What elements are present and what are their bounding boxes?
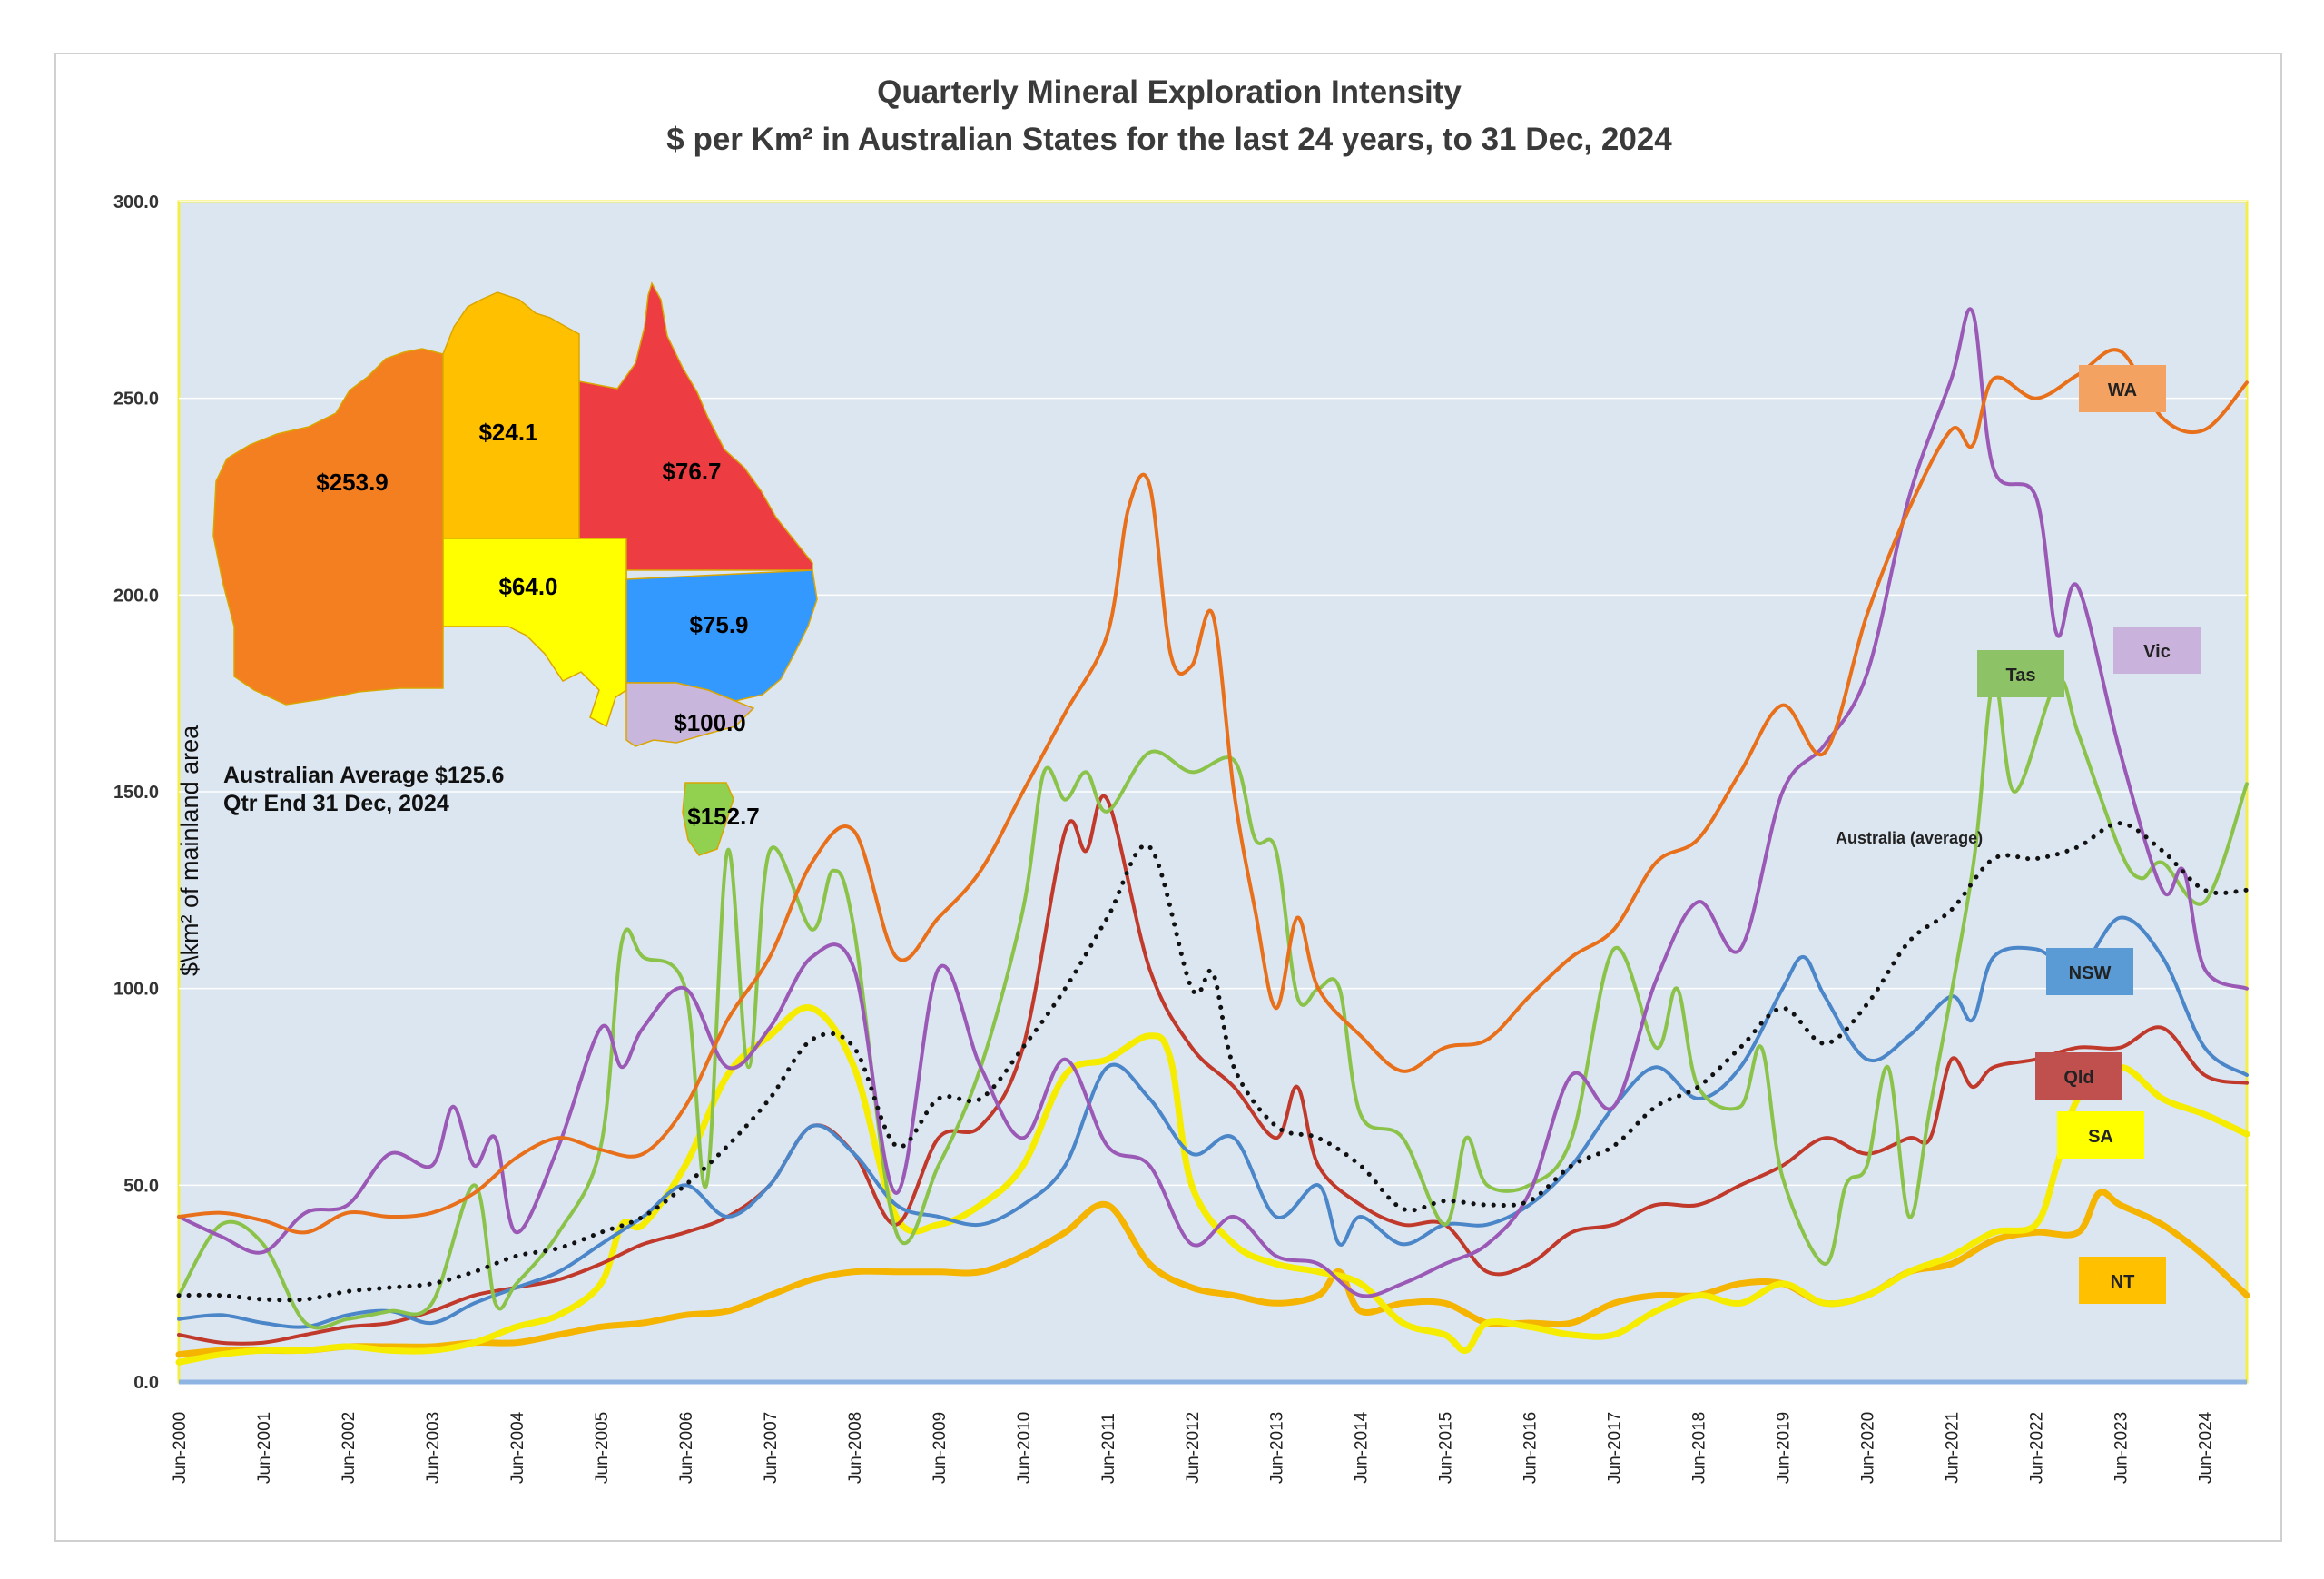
x-tick-label: Jun-2023 bbox=[2112, 1412, 2132, 1484]
series-tags: WA Vic Tas NSW Qld SA NT Australia (aver… bbox=[1836, 365, 2201, 1304]
x-tick-label: Jun-2003 bbox=[424, 1412, 443, 1484]
x-axis-ticks: Jun-2000 Jun-2001 Jun-2002 Jun-2003 Jun-2004… bbox=[171, 1411, 2216, 1484]
map-state-qld bbox=[578, 281, 813, 580]
series-lines bbox=[175, 307, 2250, 1366]
x-tick-label: Jun-2008 bbox=[846, 1412, 865, 1484]
y-tick-label: 300.0 bbox=[113, 192, 159, 212]
x-tick-label: Jun-2005 bbox=[593, 1412, 612, 1484]
x-tick-label: Jun-2018 bbox=[1690, 1412, 1709, 1484]
x-tick-label: Jun-2020 bbox=[1859, 1412, 1878, 1484]
tag-vic: Vic bbox=[2143, 642, 2171, 662]
tag-nsw: NSW bbox=[2069, 963, 2112, 983]
map-state-tas bbox=[682, 782, 734, 856]
tag-wa: WA bbox=[2108, 380, 2137, 400]
x-tick-label: Jun-2015 bbox=[1437, 1412, 1456, 1484]
tag-qld: Qld bbox=[2063, 1068, 2093, 1088]
tag-tas: Tas bbox=[2006, 666, 2036, 686]
y-axis-label: $\km² of mainland area bbox=[176, 725, 203, 976]
x-tick-label: Jun-2014 bbox=[1353, 1411, 1372, 1484]
map-value-sa: $64.0 bbox=[498, 573, 557, 600]
map-state-vic bbox=[625, 682, 755, 747]
x-tick-label: Jun-2006 bbox=[677, 1412, 696, 1484]
map-value-tas: $152.7 bbox=[687, 803, 760, 830]
x-tick-label: Jun-2002 bbox=[340, 1412, 359, 1484]
x-tick-label: Jun-2001 bbox=[255, 1412, 274, 1484]
x-tick-label: Jun-2004 bbox=[508, 1411, 527, 1484]
tag-nsw-box bbox=[2046, 948, 2133, 995]
x-tick-label: Jun-2011 bbox=[1099, 1413, 1118, 1484]
x-tick-label: Jun-2024 bbox=[2197, 1411, 2216, 1484]
y-axis-ticks: 0.0 50.0 100.0 150.0 200.0 250.0 300.0 bbox=[113, 192, 159, 1393]
tag-wa-box bbox=[2079, 365, 2166, 412]
series-line-nsw bbox=[177, 915, 2249, 1329]
tag-qld-box bbox=[2035, 1052, 2122, 1100]
y-tick-label: 100.0 bbox=[113, 980, 159, 1000]
x-tick-label: Jun-2010 bbox=[1015, 1412, 1034, 1484]
series-line-vic bbox=[177, 307, 2249, 1298]
chart-title: Quarterly Mineral Exploration Intensity bbox=[877, 74, 1462, 110]
tag-nt: NT bbox=[2111, 1272, 2135, 1292]
x-tick-label: Jun-2007 bbox=[762, 1412, 781, 1484]
tag-sa-box bbox=[2057, 1111, 2144, 1159]
y-tick-label: 250.0 bbox=[113, 390, 159, 410]
map-value-nsw: $75.9 bbox=[689, 611, 748, 638]
tag-vic-box bbox=[2113, 627, 2201, 674]
map-state-wa bbox=[212, 348, 444, 706]
tag-tas-box bbox=[1977, 650, 2064, 697]
x-tick-label: Jun-2016 bbox=[1521, 1412, 1541, 1484]
x-tick-label: Jun-2013 bbox=[1268, 1412, 1287, 1484]
x-tick-label: Jun-2021 bbox=[1944, 1412, 1963, 1484]
x-tick-label: Jun-2022 bbox=[2028, 1412, 2047, 1484]
x-tick-label: Jun-2012 bbox=[1184, 1412, 1203, 1484]
x-tick-label: Jun-2009 bbox=[931, 1412, 950, 1484]
inset-map: $253.9 $24.1 $76.7 $64.0 $75.9 $100.0 $1… bbox=[212, 281, 818, 856]
x-tick-label: Jun-2017 bbox=[1606, 1412, 1625, 1484]
tag-sa: SA bbox=[2088, 1127, 2113, 1147]
series-line-wa bbox=[177, 348, 2249, 1235]
y-tick-label: 150.0 bbox=[113, 783, 159, 803]
map-value-qld: $76.7 bbox=[662, 458, 721, 485]
quarter-end-note: Qtr End 31 Dec, 2024 bbox=[223, 791, 449, 816]
x-tick-label: Jun-2000 bbox=[171, 1412, 190, 1484]
map-state-nt bbox=[442, 291, 580, 539]
average-line-label: Australia (average) bbox=[1836, 829, 1983, 847]
chart-frame bbox=[54, 53, 2282, 1542]
australian-average-note: Australian Average $125.6 bbox=[223, 763, 504, 788]
series-line-tas bbox=[177, 677, 2249, 1330]
chart-subtitle: $ per Km² in Australian States for the l… bbox=[666, 122, 1672, 157]
map-value-nt: $24.1 bbox=[478, 419, 537, 446]
map-value-vic: $100.0 bbox=[674, 709, 746, 736]
map-state-sa bbox=[442, 538, 627, 728]
tag-nt-box bbox=[2079, 1257, 2166, 1304]
x-tick-label: Jun-2019 bbox=[1775, 1412, 1794, 1484]
y-tick-label: 200.0 bbox=[113, 586, 159, 606]
map-value-wa: $253.9 bbox=[316, 469, 389, 496]
y-tick-label: 50.0 bbox=[123, 1176, 159, 1196]
y-tick-label: 0.0 bbox=[133, 1373, 159, 1393]
